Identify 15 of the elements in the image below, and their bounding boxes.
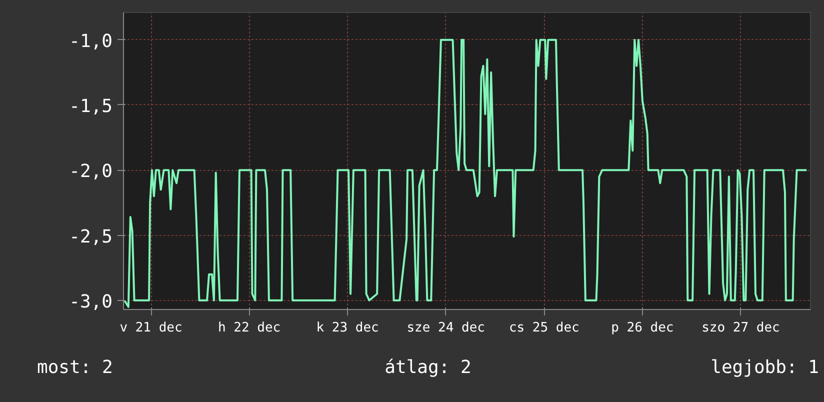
x-tick-label: cs 25 dec [508, 320, 580, 336]
x-tick-label: szo 27 dec [702, 320, 780, 336]
x-tick-label: h 22 dec [218, 320, 281, 336]
text: most: 2 [37, 356, 113, 380]
y-tick-label: -1,0 [69, 30, 113, 52]
y-tick-label: -2,5 [69, 226, 113, 248]
text: legjobb: 1 [710, 356, 819, 380]
x-tick-label: k 23 dec [316, 320, 379, 336]
x-tick-label: p 26 dec [611, 320, 674, 336]
x-tick-label: sze 24 dec [406, 320, 486, 336]
text: átlag: 2 [384, 356, 472, 380]
x-tick-label: v 21 dec [120, 320, 182, 336]
y-tick-label: -2,0 [69, 161, 113, 182]
y-tick-label: -3,0 [69, 291, 113, 312]
y-tick-label: -1,5 [69, 96, 113, 117]
